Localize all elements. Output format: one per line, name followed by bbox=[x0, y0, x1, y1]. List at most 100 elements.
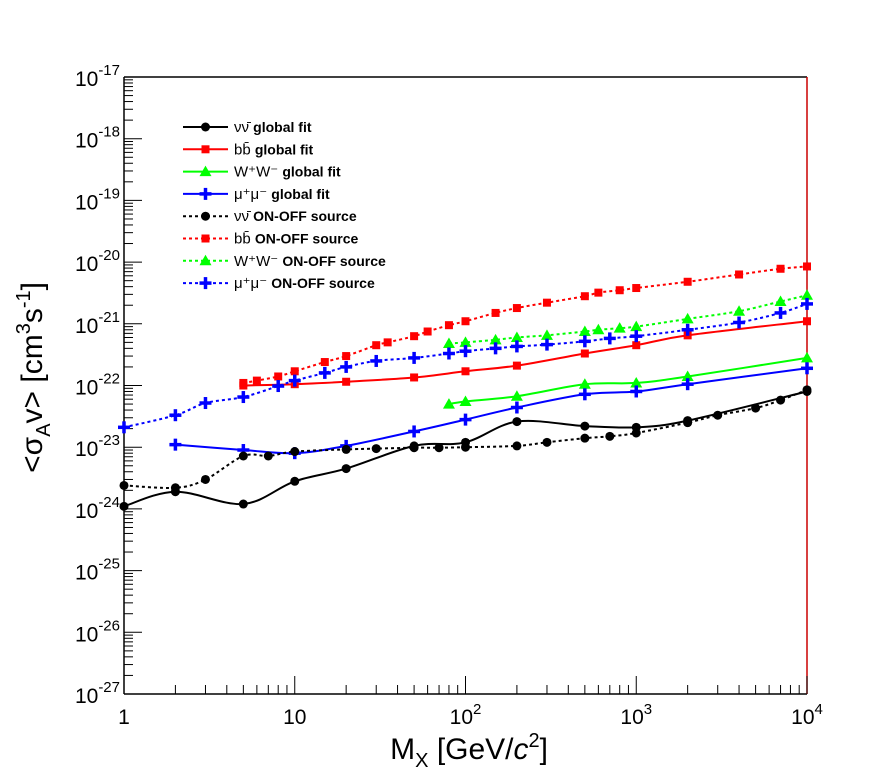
legend-label: νν̄ global fit bbox=[234, 119, 312, 136]
data-point-mumu-onoff bbox=[540, 338, 553, 351]
series-ww-global bbox=[442, 351, 813, 409]
data-point-nu-onoff bbox=[631, 428, 641, 438]
data-point-mumu-onoff bbox=[118, 421, 130, 434]
data-point-nu-onoff bbox=[434, 443, 444, 453]
legend-entry-ww-global: W⁺W⁻ global fit bbox=[183, 164, 341, 181]
data-point-mumu-onoff bbox=[630, 330, 643, 343]
data-point-nu-onoff bbox=[512, 441, 522, 451]
legend-label: W⁺W⁻ ON-OFF source bbox=[234, 253, 386, 270]
data-point-bb-global bbox=[512, 361, 521, 370]
legend-swatch-marker bbox=[199, 187, 212, 200]
legend-label: νν̄ ON-OFF source bbox=[234, 208, 357, 225]
data-point-mumu-onoff bbox=[459, 345, 472, 358]
legend-swatch-marker bbox=[199, 165, 212, 177]
data-point-nu-onoff bbox=[751, 403, 761, 413]
y-tick-label: 10-20 bbox=[75, 247, 120, 276]
data-point-ww-onoff bbox=[489, 333, 502, 345]
data-point-nu-onoff bbox=[341, 444, 351, 454]
data-point-bb-onoff bbox=[252, 376, 261, 385]
legend-swatch-marker bbox=[199, 277, 212, 290]
data-point-mumu-onoff bbox=[603, 332, 616, 345]
data-point-mumu-global bbox=[801, 362, 813, 375]
data-point-nu-global bbox=[580, 421, 590, 431]
data-point-bb-onoff bbox=[615, 286, 624, 295]
data-point-nu-onoff bbox=[119, 480, 129, 490]
data-point-bb-onoff bbox=[342, 352, 351, 361]
data-point-mumu-onoff bbox=[318, 366, 331, 379]
data-point-nu-onoff bbox=[542, 437, 552, 447]
legend-label: μ⁺μ⁻ global fit bbox=[234, 186, 330, 203]
y-tick-label: 10-21 bbox=[75, 309, 120, 338]
data-point-bb-onoff bbox=[594, 288, 603, 297]
data-point-ww-onoff bbox=[442, 337, 455, 348]
data-point-bb-onoff bbox=[580, 292, 589, 301]
data-point-nu-onoff bbox=[371, 444, 381, 454]
tick-labels: 1 10 102 103 104 10-27 10-26 10-25 10-24 10-23 10-… bbox=[75, 62, 823, 729]
data-point-bb-onoff bbox=[512, 304, 521, 313]
data-point-nu-onoff bbox=[200, 474, 210, 484]
data-point-ww-global bbox=[442, 398, 455, 409]
data-point-ww-onoff bbox=[774, 295, 787, 306]
data-point-mumu-global bbox=[578, 388, 591, 401]
data-point-bb-global bbox=[803, 317, 811, 326]
legend-entry-nu-onoff: νν̄ ON-OFF source bbox=[183, 208, 357, 225]
series-bb-onoff bbox=[239, 262, 811, 387]
data-point-bb-onoff bbox=[632, 284, 641, 293]
legend-label: bb̄ global fit bbox=[234, 141, 314, 158]
data-point-mumu-onoff bbox=[169, 409, 182, 422]
series-layer bbox=[118, 262, 813, 511]
legend-entry-nu-global: νν̄ global fit bbox=[183, 119, 312, 136]
data-point-nu-onoff bbox=[713, 410, 723, 420]
data-point-mumu-global bbox=[630, 385, 643, 398]
data-point-ww-onoff bbox=[578, 325, 591, 337]
data-point-mumu-onoff bbox=[510, 340, 523, 353]
data-point-nu-onoff bbox=[238, 451, 248, 461]
data-point-nu-onoff bbox=[802, 385, 812, 395]
legend-swatch-marker bbox=[201, 234, 210, 243]
data-point-ww-global bbox=[681, 370, 694, 381]
y-tick-label: 10-25 bbox=[75, 556, 120, 585]
legend-entry-bb-global: bb̄ global fit bbox=[183, 141, 314, 158]
data-point-nu-onoff bbox=[776, 395, 786, 405]
y-tick-label: 10-22 bbox=[75, 371, 120, 400]
x-tick-label: 1 bbox=[118, 706, 130, 729]
legend-swatch-marker bbox=[201, 211, 210, 221]
data-point-bb-onoff bbox=[372, 341, 381, 350]
data-point-bb-onoff bbox=[461, 317, 470, 326]
y-tick-label: 10-18 bbox=[75, 124, 120, 153]
data-point-mumu-onoff bbox=[237, 391, 250, 404]
data-point-mumu-onoff bbox=[288, 374, 301, 387]
series-line-bb-global bbox=[243, 320, 808, 387]
legend-entry-mumu-global: μ⁺μ⁻ global fit bbox=[183, 186, 330, 203]
data-point-bb-global bbox=[461, 367, 470, 376]
data-point-mumu-onoff bbox=[801, 297, 813, 310]
data-point-ww-global bbox=[801, 351, 813, 363]
y-tick-label: 10-19 bbox=[75, 185, 120, 214]
data-point-ww-global bbox=[578, 378, 591, 389]
data-point-mumu-global bbox=[681, 378, 694, 391]
data-point-mumu-onoff bbox=[774, 306, 787, 319]
legend-entry-ww-onoff: W⁺W⁻ ON-OFF source bbox=[183, 253, 386, 270]
data-point-nu-onoff bbox=[409, 443, 419, 453]
data-point-ww-onoff bbox=[630, 320, 643, 332]
data-point-mumu-global bbox=[510, 401, 523, 414]
y-tick-label: 10-17 bbox=[75, 62, 120, 91]
data-point-bb-global bbox=[580, 349, 589, 358]
data-point-bb-onoff bbox=[803, 262, 811, 271]
data-point-nu-onoff bbox=[461, 442, 470, 452]
data-point-ww-onoff bbox=[613, 322, 626, 333]
data-point-nu-global bbox=[119, 501, 129, 511]
data-point-nu-global bbox=[238, 499, 248, 509]
data-point-ww-global bbox=[510, 390, 523, 401]
data-point-nu-onoff bbox=[263, 451, 273, 461]
x-tick-label: 10 bbox=[283, 706, 306, 729]
legend-swatch-marker bbox=[201, 145, 210, 154]
data-point-bb-onoff bbox=[239, 378, 248, 387]
data-point-mumu-onoff bbox=[408, 351, 421, 364]
data-point-bb-global bbox=[632, 341, 641, 350]
data-point-ww-onoff bbox=[801, 289, 813, 300]
y-tick-label: 10-23 bbox=[75, 432, 120, 461]
data-point-mumu-onoff bbox=[578, 335, 591, 348]
legend: νν̄ global fit bb̄ global fit W⁺W⁻ global … bbox=[183, 119, 386, 292]
data-point-mumu-onoff bbox=[442, 347, 455, 360]
